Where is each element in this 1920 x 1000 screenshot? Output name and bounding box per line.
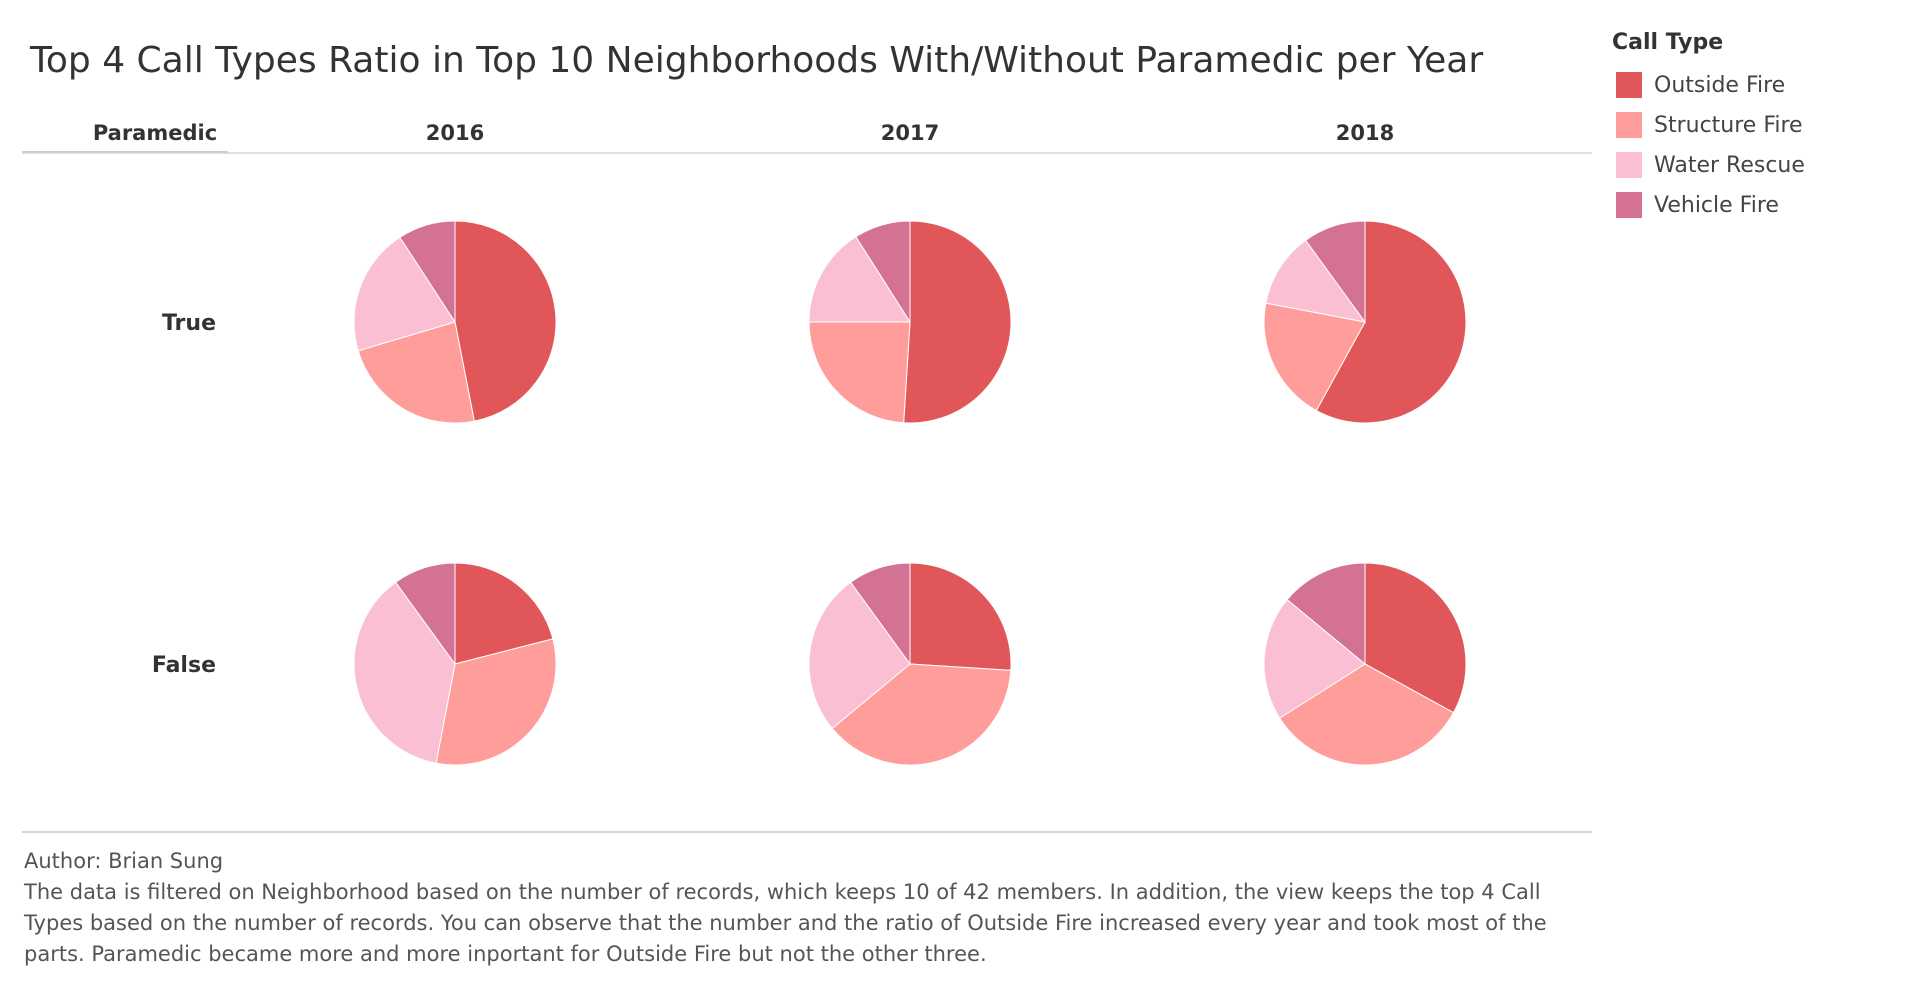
legend-item-structure-fire[interactable]: Structure Fire	[1612, 105, 1805, 145]
slice-vehicle-fire-false-2018[interactable]	[1286, 562, 1366, 666]
slice-vehicle-fire-false-2016[interactable]	[394, 562, 456, 666]
pie-false-2018	[1263, 562, 1467, 766]
slice-vehicle-fire-false-2017[interactable]	[849, 562, 911, 666]
column-header-2017: 2017	[881, 121, 939, 145]
slice-water-rescue-false-2018[interactable]	[1263, 598, 1366, 719]
slice-outside-fire-false-2017[interactable]	[909, 562, 1012, 671]
slice-structure-fire-true-2016[interactable]	[357, 321, 475, 424]
row-label-false: False	[152, 653, 216, 678]
chart-title: Top 4 Call Types Ratio in Top 10 Neighbo…	[30, 40, 1484, 81]
legend-label: Outside Fire	[1654, 72, 1786, 98]
pie-true-2017	[808, 220, 1012, 424]
slice-vehicle-fire-true-2016[interactable]	[399, 220, 456, 324]
slice-vehicle-fire-true-2017[interactable]	[855, 220, 911, 324]
slice-outside-fire-false-2016[interactable]	[454, 562, 554, 665]
row-label-true: True	[162, 311, 216, 336]
slice-water-rescue-true-2016[interactable]	[353, 236, 456, 352]
legend-swatch	[1616, 72, 1642, 98]
slice-outside-fire-false-2018[interactable]	[1364, 562, 1467, 714]
legend-item-vehicle-fire[interactable]: Vehicle Fire	[1612, 185, 1805, 225]
legend-title: Call Type	[1612, 30, 1724, 55]
legend-swatch	[1616, 112, 1642, 138]
legend-item-outside-fire[interactable]: Outside Fire	[1612, 65, 1805, 105]
slice-water-rescue-true-2018[interactable]	[1265, 239, 1367, 323]
slice-water-rescue-false-2016[interactable]	[353, 581, 456, 764]
legend-swatch	[1616, 192, 1642, 218]
pie-grid: Paramedic 2016 2017 2018 True False	[22, 121, 1592, 833]
legend-label: Water Rescue	[1654, 152, 1805, 178]
slice-vehicle-fire-true-2018[interactable]	[1304, 220, 1366, 324]
description-text: The data is filtered on Neighborhood bas…	[24, 880, 1547, 966]
slice-outside-fire-true-2018[interactable]	[1315, 220, 1467, 424]
pie-false-2017	[808, 562, 1012, 766]
pie-true-2016	[353, 220, 557, 424]
slice-structure-fire-false-2017[interactable]	[831, 663, 1012, 766]
caption: Author: Brian Sung The data is filtered …	[24, 846, 1584, 970]
legend-swatch	[1616, 152, 1642, 178]
pie-true-2018	[1263, 220, 1467, 424]
slice-structure-fire-true-2017[interactable]	[808, 321, 911, 424]
legend-label: Structure Fire	[1654, 112, 1803, 138]
column-header-2016: 2016	[426, 121, 484, 145]
row-field-header: Paramedic	[93, 121, 217, 145]
slice-water-rescue-true-2017[interactable]	[808, 236, 911, 323]
column-header-2018: 2018	[1336, 121, 1394, 145]
slice-outside-fire-true-2017[interactable]	[903, 220, 1012, 424]
pie-false-2016	[353, 562, 557, 766]
legend-item-water-rescue[interactable]: Water Rescue	[1612, 145, 1805, 185]
slice-outside-fire-true-2016[interactable]	[454, 220, 557, 422]
legend-label: Vehicle Fire	[1654, 192, 1779, 218]
slice-water-rescue-false-2017[interactable]	[808, 581, 911, 730]
slice-structure-fire-false-2018[interactable]	[1279, 663, 1455, 766]
slice-structure-fire-false-2016[interactable]	[435, 638, 557, 766]
author-credit: Author: Brian Sung	[24, 849, 224, 873]
legend: Call Type Outside Fire Structure Fire Wate…	[1612, 30, 1805, 225]
slice-structure-fire-true-2018[interactable]	[1263, 302, 1366, 412]
